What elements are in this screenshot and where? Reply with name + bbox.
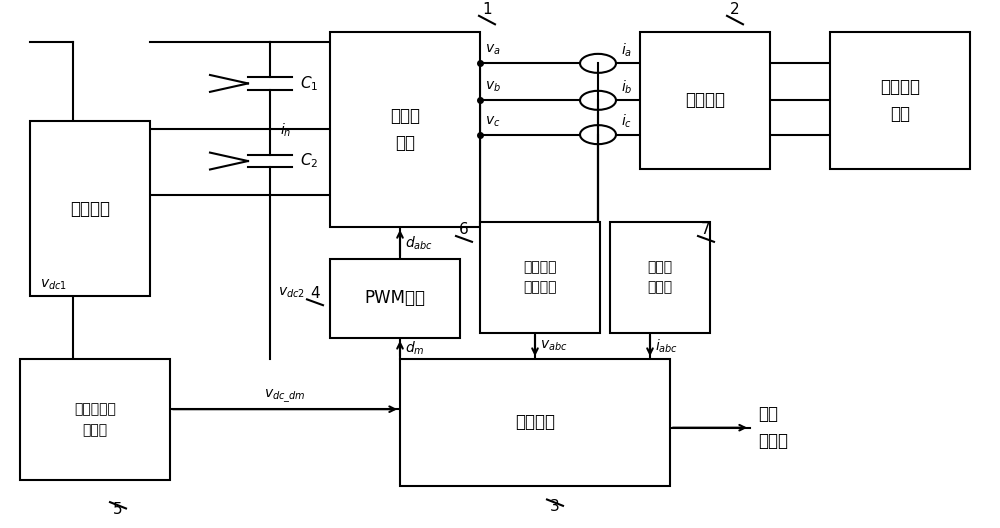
Text: $i_{abc}$: $i_{abc}$ [655,337,678,354]
Text: 控制芯片: 控制芯片 [515,413,555,431]
Bar [20,359,170,480]
Text: 电流检
测电路: 电流检 测电路 [647,260,673,295]
Text: 7: 7 [701,222,711,237]
Bar [640,32,770,169]
Text: $i_a$: $i_a$ [621,42,632,59]
Bar [610,222,710,333]
Text: 1: 1 [482,2,492,17]
Text: $v_{dc2}$: $v_{dc2}$ [278,286,305,300]
Text: $v_a$: $v_a$ [485,43,501,58]
Text: 4: 4 [310,286,320,300]
Text: $C_1$: $C_1$ [300,74,318,93]
Text: $C_2$: $C_2$ [300,152,318,171]
Bar [400,359,670,486]
Text: 用电器或
电网: 用电器或 电网 [880,78,920,122]
Text: 直流电压检
测电路: 直流电压检 测电路 [74,402,116,437]
Bar [480,222,600,333]
Text: 2: 2 [730,2,740,17]
Bar [30,121,150,296]
Text: $v_c$: $v_c$ [485,114,500,129]
Text: 直流输入: 直流输入 [70,200,110,218]
Bar [330,32,480,227]
Text: $v_b$: $v_b$ [485,80,501,95]
Text: $i_n$: $i_n$ [280,121,291,139]
Bar [830,32,970,169]
Text: 6: 6 [459,222,469,237]
Text: 3: 3 [550,499,560,514]
Text: $i_c$: $i_c$ [621,113,632,130]
Bar [330,259,460,338]
Text: 输出
电容值: 输出 电容值 [758,406,788,450]
Text: $v_{dc1}$: $v_{dc1}$ [40,278,67,293]
Text: $i_b$: $i_b$ [621,79,633,96]
Text: 逆变桥
电路: 逆变桥 电路 [390,107,420,152]
Text: $d_m$: $d_m$ [405,340,425,357]
Text: $d_{abc}$: $d_{abc}$ [405,234,433,251]
Text: 交流电压
检测电路: 交流电压 检测电路 [523,260,557,295]
Text: PWM电路: PWM电路 [364,289,426,307]
Text: 滤波电路: 滤波电路 [685,91,725,109]
Text: 5: 5 [113,502,123,517]
Text: $v_{abc}$: $v_{abc}$ [540,338,568,353]
Text: $v_{dc\_dm}$: $v_{dc\_dm}$ [264,388,306,404]
